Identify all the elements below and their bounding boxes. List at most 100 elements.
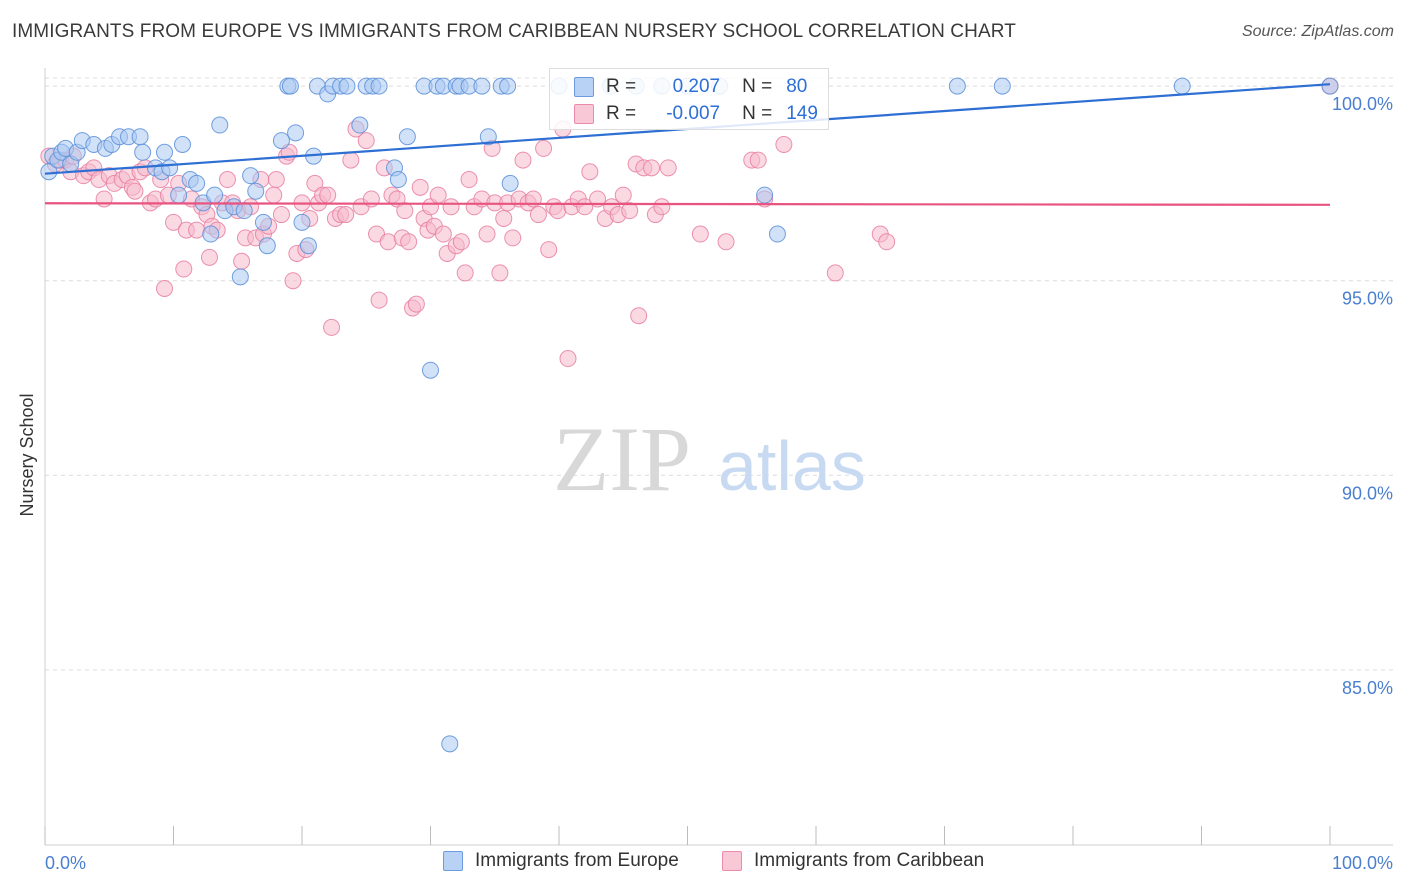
caribbean-point — [621, 202, 639, 220]
watermark: ZIP atlas — [553, 408, 866, 510]
europe-point — [338, 77, 356, 95]
caribbean-swatch — [574, 104, 594, 124]
caribbean-point — [165, 213, 182, 231]
caribbean-point — [319, 186, 337, 204]
caribbean-point — [529, 206, 547, 224]
y-axis-label: Nursery School — [17, 393, 37, 516]
caribbean-point — [549, 202, 567, 220]
caribbean-r-value: -0.007 — [666, 103, 721, 124]
caribbean-point — [826, 264, 844, 282]
caribbean-point — [411, 178, 429, 196]
caribbean-point — [442, 198, 460, 216]
chart-title: IMMIGRANTS FROM EUROPE VS IMMIGRANTS FRO… — [12, 21, 1016, 42]
europe-point — [441, 735, 459, 753]
europe-point — [173, 136, 191, 154]
source-label: Source: ZipAtlas.com — [1241, 23, 1394, 40]
caribbean-point — [429, 186, 447, 204]
caribbean-point — [379, 233, 397, 251]
europe-point — [370, 77, 388, 95]
europe-point — [1173, 77, 1191, 95]
europe-point — [231, 268, 249, 286]
caribbean-point — [95, 190, 113, 208]
europe-point — [156, 143, 174, 161]
europe-point — [993, 77, 1011, 95]
caribbean-point — [233, 252, 251, 270]
legend-row-caribbean: R = -0.007 N = 149 — [574, 101, 818, 127]
caribbean-point — [643, 159, 661, 177]
caribbean-point — [495, 209, 513, 227]
bottom-europe-label: Immigrants from Europe — [475, 850, 679, 871]
europe-point — [235, 202, 253, 220]
europe-point — [131, 128, 149, 146]
caribbean-point — [200, 248, 218, 266]
caribbean-point — [504, 229, 522, 247]
caribbean-points — [40, 77, 1339, 368]
europe-n-value: 80 — [786, 76, 808, 97]
europe-point — [499, 77, 517, 95]
bottom-europe-swatch — [443, 851, 463, 871]
europe-point — [170, 186, 188, 204]
caribbean-point — [175, 260, 193, 278]
europe-point — [272, 132, 290, 150]
watermark-atlas: atlas — [718, 427, 866, 505]
caribbean-point — [267, 171, 285, 189]
caribbean-point — [400, 233, 418, 251]
caribbean-point — [265, 186, 283, 204]
caribbean-point — [342, 151, 360, 169]
caribbean-point — [456, 264, 474, 282]
caribbean-n-label: N = — [742, 103, 773, 124]
caribbean-point — [491, 264, 509, 282]
europe-point — [479, 128, 497, 146]
europe-point — [389, 171, 407, 189]
caribbean-point — [434, 225, 452, 243]
caribbean-point — [717, 233, 735, 251]
grid-layer — [45, 77, 1393, 671]
legend-row-europe: R = 0.207 N = 80 — [574, 74, 807, 100]
europe-point — [351, 116, 369, 134]
caribbean-n-value: 149 — [786, 103, 818, 124]
europe-point — [206, 186, 224, 204]
europe-point — [501, 174, 519, 192]
caribbean-point — [188, 221, 206, 239]
caribbean-point — [370, 291, 388, 309]
caribbean-point — [630, 307, 648, 325]
caribbean-point — [581, 163, 599, 181]
caribbean-point — [478, 225, 496, 243]
caribbean-trendline — [44, 202, 1331, 206]
europe-point — [211, 116, 229, 134]
caribbean-point — [691, 225, 709, 243]
bottom-legend-caribbean: Immigrants from Caribbean — [722, 850, 984, 872]
caribbean-point — [323, 318, 341, 336]
y-tick-label: 95.0% — [1342, 289, 1393, 309]
caribbean-point — [749, 151, 767, 169]
caribbean-point — [452, 233, 470, 251]
correlation-legend: R = 0.207 N = 80 R = -0.007 N = 149 — [549, 68, 829, 130]
caribbean-point — [659, 159, 677, 177]
caribbean-point — [559, 350, 577, 368]
bottom-caribbean-swatch — [722, 851, 742, 871]
europe-r-label: R = — [606, 76, 637, 97]
caribbean-point — [284, 272, 302, 290]
europe-point — [287, 124, 305, 142]
europe-point — [161, 159, 179, 177]
bottom-caribbean-label: Immigrants from Caribbean — [754, 850, 985, 871]
caribbean-point — [653, 198, 671, 216]
europe-point — [1321, 77, 1339, 95]
europe-n-label: N = — [742, 76, 773, 97]
europe-point — [398, 128, 416, 146]
europe-r-value: 0.207 — [672, 76, 721, 97]
caribbean-point — [272, 206, 290, 224]
caribbean-point — [514, 151, 532, 169]
europe-point — [134, 143, 152, 161]
caribbean-point — [535, 139, 553, 157]
caribbean-point — [775, 136, 793, 154]
caribbean-r-label: R = — [606, 103, 637, 124]
x-tick-max: 100.0% — [1332, 853, 1393, 873]
europe-point — [202, 225, 220, 243]
europe-point — [756, 186, 774, 204]
caribbean-point — [614, 186, 632, 204]
caribbean-point — [156, 279, 174, 297]
caribbean-point — [357, 132, 375, 150]
y-tick-label: 100.0% — [1332, 94, 1393, 114]
